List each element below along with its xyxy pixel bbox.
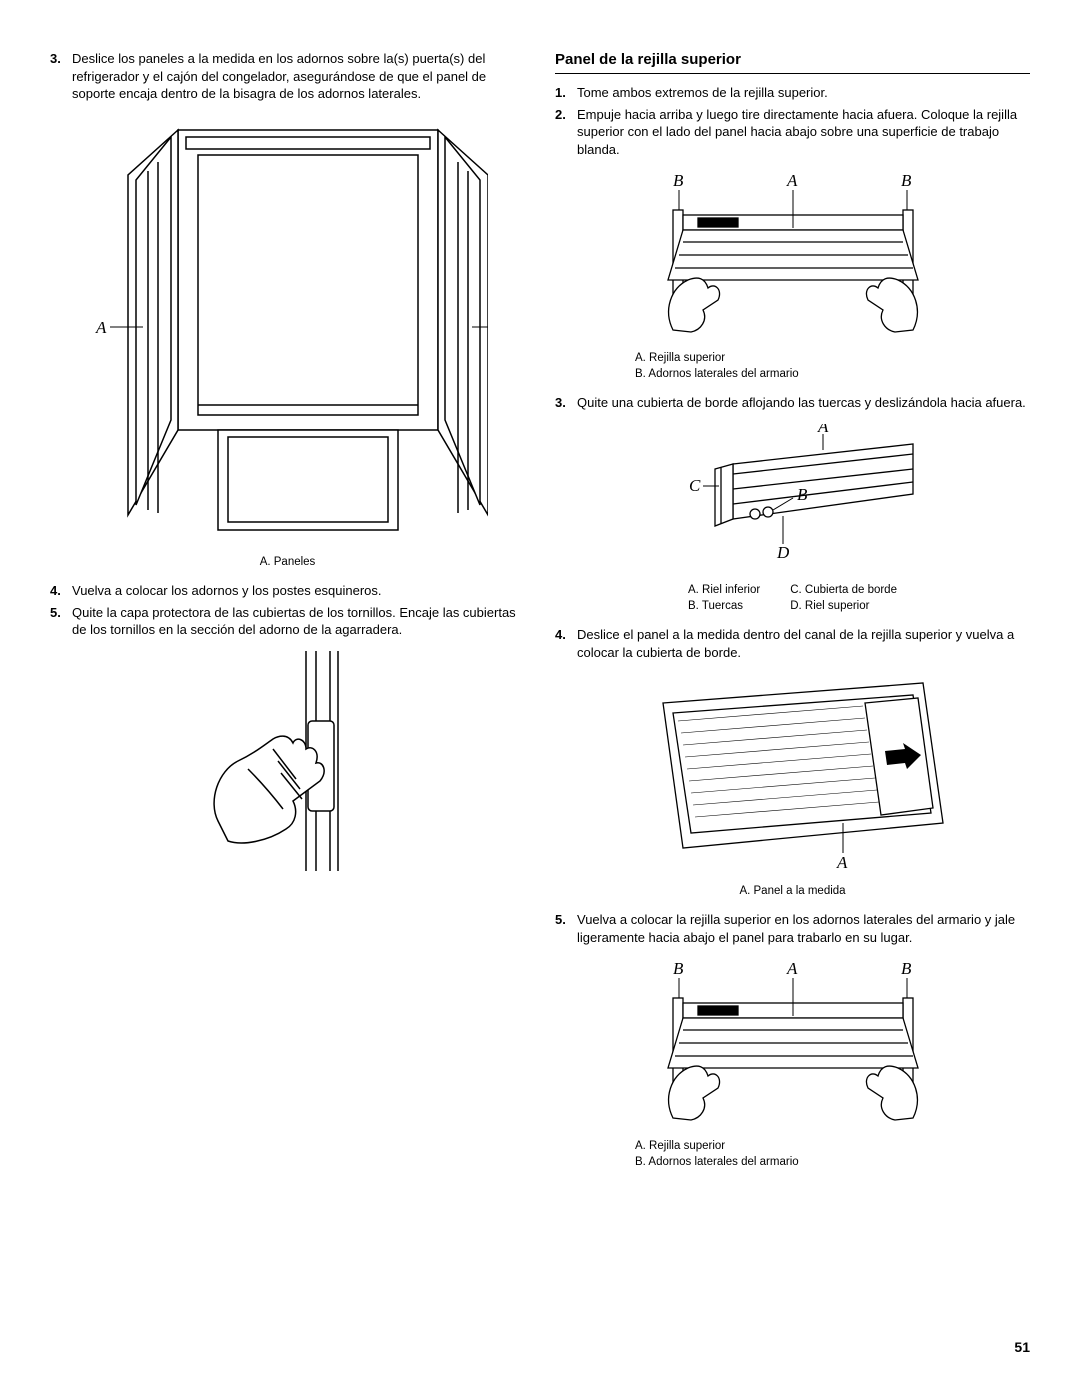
label-A-left: A <box>95 318 107 337</box>
step-number: 1. <box>555 84 577 102</box>
step-number: 4. <box>555 626 577 661</box>
step-number: 3. <box>50 50 72 103</box>
caption-line: A. Rejilla superior <box>635 350 1030 366</box>
step-text: Vuelva a colocar los adornos y los poste… <box>72 582 525 600</box>
right-step-3: 3. Quite una cubierta de borde aflojando… <box>555 394 1030 412</box>
caption-line: A. Rejilla superior <box>635 1138 1030 1154</box>
figure-endcap: A C B D A. Riel inferior B. Tuercas C. C… <box>555 424 1030 615</box>
caption-line: A. Riel inferior <box>688 583 760 599</box>
figure-grille-install: B A B A. Rejilla superior B. Adornos lat… <box>555 958 1030 1170</box>
page-columns: 3. Deslice los paneles a la medida en lo… <box>50 50 1030 1182</box>
step-number: 5. <box>50 604 72 639</box>
step-text: Vuelva a colocar la rejilla superior en … <box>577 911 1030 946</box>
label-B: B <box>901 959 912 978</box>
grille-remove-caption: A. Rejilla superior B. Adornos laterales… <box>555 350 1030 382</box>
step-text: Quite una cubierta de borde aflojando la… <box>577 394 1030 412</box>
figure-panels: A A A. Paneles <box>50 115 525 571</box>
step-text: Deslice los paneles a la medida en los a… <box>72 50 525 103</box>
label-B: B <box>673 171 684 190</box>
left-step-5: 5. Quite la capa protectora de las cubie… <box>50 604 525 639</box>
figure-panels-caption: A. Paneles <box>50 554 525 570</box>
caption-line: C. Cubierta de borde <box>790 583 897 599</box>
slide-panel-illustration: A <box>633 673 953 873</box>
label-A: A <box>817 424 829 436</box>
right-steps-1: 1. Tome ambos extremos de la rejilla sup… <box>555 84 1030 158</box>
step-number: 4. <box>50 582 72 600</box>
label-B: B <box>673 959 684 978</box>
step-text: Deslice el panel a la medida dentro del … <box>577 626 1030 661</box>
step-number: 5. <box>555 911 577 946</box>
slide-panel-caption: A. Panel a la medida <box>555 883 1030 899</box>
left-steps: 3. Deslice los paneles a la medida en lo… <box>50 50 525 103</box>
step-number: 3. <box>555 394 577 412</box>
grille-install-caption: A. Rejilla superior B. Adornos laterales… <box>555 1138 1030 1170</box>
left-column: 3. Deslice los paneles a la medida en lo… <box>50 50 525 1182</box>
left-steps-2: 4. Vuelva a colocar los adornos y los po… <box>50 582 525 639</box>
right-steps-3: 4. Deslice el panel a la medida dentro d… <box>555 626 1030 661</box>
right-step-5: 5. Vuelva a colocar la rejilla superior … <box>555 911 1030 946</box>
step-text: Tome ambos extremos de la rejilla superi… <box>577 84 1030 102</box>
right-column: Panel de la rejilla superior 1. Tome amb… <box>555 50 1030 1182</box>
step-number: 2. <box>555 106 577 159</box>
figure-grille-remove: B A B A. Rejilla superior B. Adornos lat… <box>555 170 1030 382</box>
label-B: B <box>901 171 912 190</box>
figure-slide-panel: A A. Panel a la medida <box>555 673 1030 899</box>
label-D: D <box>776 543 790 562</box>
page-number: 51 <box>1014 1338 1030 1357</box>
grille-install-illustration: B A B <box>643 958 943 1128</box>
right-step-1: 1. Tome ambos extremos de la rejilla sup… <box>555 84 1030 102</box>
label-A: A <box>786 171 798 190</box>
right-step-4: 4. Deslice el panel a la medida dentro d… <box>555 626 1030 661</box>
step-text: Quite la capa protectora de las cubierta… <box>72 604 525 639</box>
figure-hand-cover <box>50 651 525 876</box>
label-C: C <box>689 476 701 495</box>
left-step-4: 4. Vuelva a colocar los adornos y los po… <box>50 582 525 600</box>
step-text: Empuje hacia arriba y luego tire directa… <box>577 106 1030 159</box>
caption-line: B. Tuercas <box>688 599 760 615</box>
caption-line: B. Adornos laterales del armario <box>635 1154 1030 1170</box>
label-B: B <box>797 485 808 504</box>
right-steps-2: 3. Quite una cubierta de borde aflojando… <box>555 394 1030 412</box>
endcap-caption: A. Riel inferior B. Tuercas C. Cubierta … <box>555 583 1030 614</box>
caption-line: D. Riel superior <box>790 599 897 615</box>
label-A: A <box>786 959 798 978</box>
endcap-illustration: A C B D <box>663 424 923 574</box>
right-step-2: 2. Empuje hacia arriba y luego tire dire… <box>555 106 1030 159</box>
label-A: A <box>836 853 848 872</box>
right-steps-4: 5. Vuelva a colocar la rejilla superior … <box>555 911 1030 946</box>
left-step-3: 3. Deslice los paneles a la medida en lo… <box>50 50 525 103</box>
panels-illustration: A A <box>88 115 488 545</box>
section-heading: Panel de la rejilla superior <box>555 50 1030 74</box>
grille-remove-illustration: B A B <box>643 170 943 340</box>
caption-line: B. Adornos laterales del armario <box>635 366 1030 382</box>
hand-cover-illustration <box>178 651 398 871</box>
